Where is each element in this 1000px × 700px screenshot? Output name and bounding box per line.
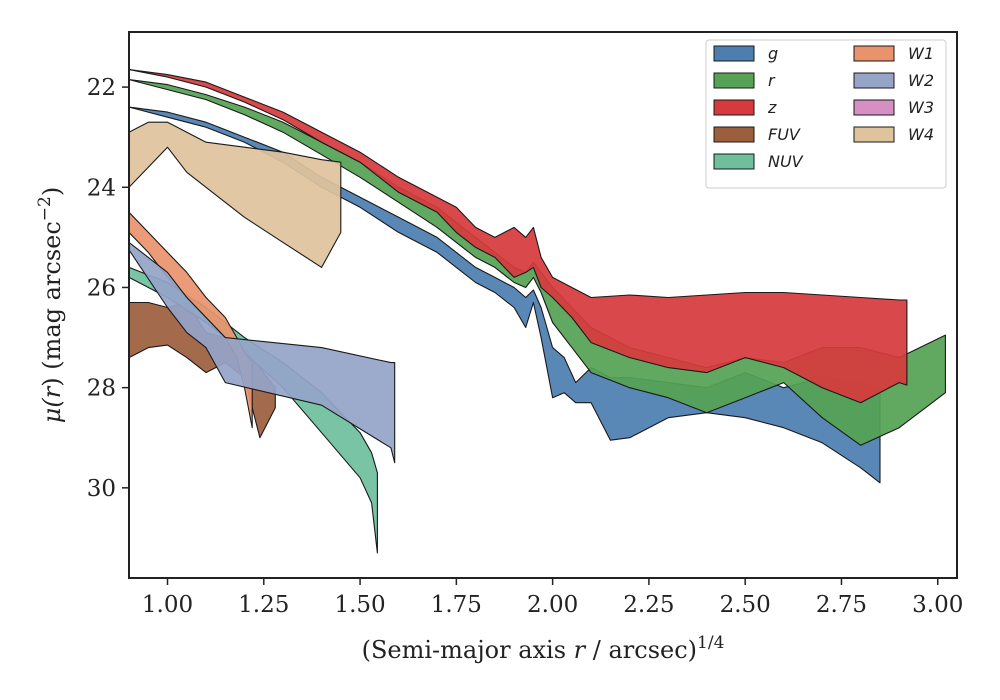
legend-swatch-w4 bbox=[853, 126, 895, 143]
y-tick-label: 24 bbox=[87, 175, 116, 201]
legend-swatch-nuv bbox=[713, 153, 755, 170]
axes-frame bbox=[128, 31, 958, 579]
legend-label-w4: W4 bbox=[908, 125, 934, 144]
x-tick-label: 2.50 bbox=[720, 592, 771, 618]
x-tick-label: 1.75 bbox=[431, 592, 482, 618]
y-tick-label: 30 bbox=[87, 476, 116, 502]
y-axis-title: μ(r) (mag arcsec−2) bbox=[35, 187, 66, 424]
legend-label-fuv: FUV bbox=[768, 125, 801, 144]
y-tick-label: 26 bbox=[87, 275, 116, 301]
band-w4 bbox=[129, 121, 342, 268]
x-tick-label: 2.00 bbox=[527, 592, 578, 618]
legend-label-z: z bbox=[767, 98, 777, 117]
legend-label-nuv: NUV bbox=[768, 152, 804, 171]
x-axis: 1.00 1.25 1.50 1.75 2.00 2.25 2.50 2.75 3.00 bbox=[142, 578, 963, 618]
legend-label-r: r bbox=[768, 71, 776, 90]
legend-swatch-r bbox=[713, 72, 755, 89]
x-axis-title: (Semi-major axis r / arcsec)1/4 bbox=[362, 633, 725, 664]
y-tick-label: 22 bbox=[87, 75, 116, 101]
legend-swatch-g bbox=[713, 45, 755, 62]
x-tick-label: 3.00 bbox=[912, 592, 963, 618]
band-w2 bbox=[129, 241, 396, 464]
legend-label-g: g bbox=[768, 44, 778, 63]
legend-label-w1: W1 bbox=[908, 44, 934, 63]
band-z bbox=[129, 69, 908, 404]
x-tick-label: 2.25 bbox=[623, 592, 674, 618]
legend-swatch-w2 bbox=[853, 72, 895, 89]
legend-label-w2: W2 bbox=[908, 71, 934, 90]
x-tick-label: 1.50 bbox=[334, 592, 385, 618]
y-tick-label: 28 bbox=[87, 376, 116, 402]
x-tick-label: 2.75 bbox=[816, 592, 867, 618]
legend-swatch-z bbox=[713, 99, 755, 116]
y-axis: 22 24 26 28 30 bbox=[87, 75, 129, 502]
legend: grz FUV NUV W1 W2 W3 W4 bbox=[705, 39, 947, 189]
x-tick-label: 1.00 bbox=[142, 592, 193, 618]
legend-swatch-fuv bbox=[713, 126, 755, 143]
x-tick-label: 1.25 bbox=[238, 592, 289, 618]
legend-swatch-w1 bbox=[853, 45, 895, 62]
plot-area bbox=[129, 69, 946, 554]
legend-swatch-w3 bbox=[853, 99, 895, 116]
legend-label-w3: W3 bbox=[908, 98, 934, 117]
